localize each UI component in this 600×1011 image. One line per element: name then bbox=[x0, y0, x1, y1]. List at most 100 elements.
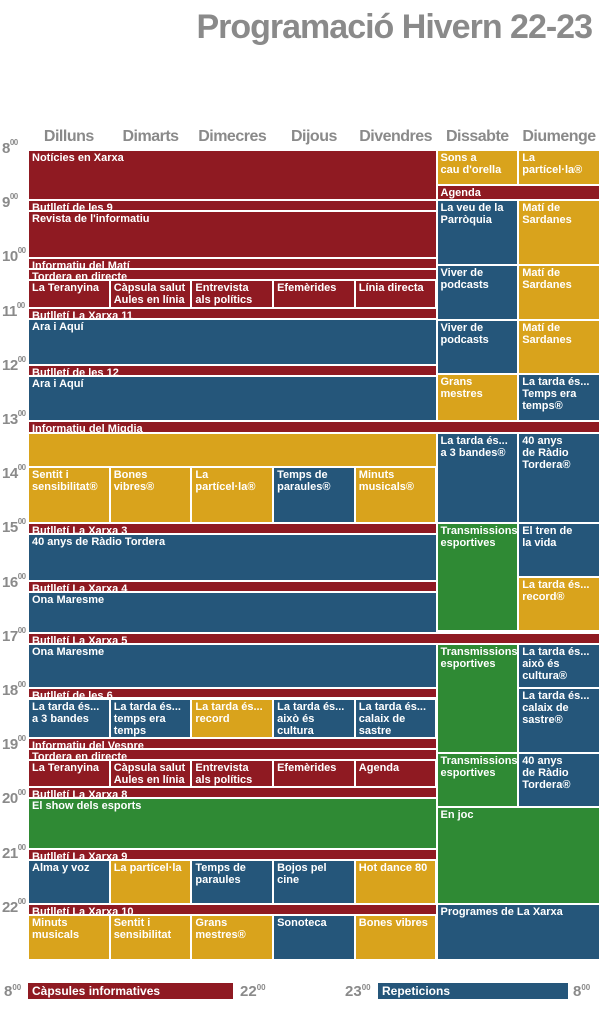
program-block: Transmissions esportives bbox=[436, 522, 519, 632]
program-block: Grans mestres bbox=[436, 373, 519, 421]
day-header-6: Diumenge bbox=[522, 128, 596, 145]
program-block: Grans mestres® bbox=[191, 915, 274, 961]
program-block: Matí de Sardanes bbox=[518, 319, 600, 374]
hour-label-18: 1800 bbox=[2, 680, 26, 699]
day-header-0: Dilluns bbox=[43, 128, 94, 145]
hour-label-19: 1900 bbox=[2, 734, 26, 754]
program-block: Agenda bbox=[436, 185, 600, 200]
program-block: La partícel·la® bbox=[518, 150, 600, 186]
program-block: La partícel·la® bbox=[191, 467, 274, 523]
hour-label-11: 1100 bbox=[2, 300, 25, 320]
program-block: En joc bbox=[436, 806, 600, 905]
program-block: Informatiu del Migdia bbox=[28, 421, 600, 433]
legend-capsules-informatives: Càpsules informatives bbox=[28, 983, 233, 999]
program-block: Butlletí La Xarxa 5 bbox=[28, 633, 600, 645]
day-header-1: Dimarts bbox=[122, 128, 179, 145]
program-block: La tarda és... temps era temps bbox=[109, 698, 192, 739]
program-block: Butlletí La Xarxa 8 bbox=[28, 786, 437, 798]
program-block: Matí de Sardanes bbox=[518, 199, 600, 266]
program-block: Càpsula salut Aules en línia bbox=[109, 759, 192, 787]
day-header-5: Dissabte bbox=[445, 128, 509, 145]
program-block: Sons a cau d'orella bbox=[436, 150, 519, 186]
program-block: Transmissions esportives bbox=[436, 752, 519, 807]
legend-repeticions: Repeticions bbox=[378, 983, 568, 999]
program-block: La Teranyina bbox=[28, 280, 110, 309]
program-block: Informatiu del Matí bbox=[28, 258, 437, 270]
legend-red-end-time: 2200 bbox=[240, 983, 266, 1000]
program-block: Ara i Aquí bbox=[28, 319, 437, 366]
hour-label-16: 1600 bbox=[2, 571, 26, 591]
program-block: Sentit i sensibilitat® bbox=[28, 467, 110, 523]
program-block: La tarda és... això és cultura bbox=[273, 698, 355, 739]
page-title: Programació Hivern 22-23 bbox=[196, 8, 593, 46]
program-block: Butlletí La Xarxa 11 bbox=[28, 308, 437, 320]
legend-red-start-time: 800 bbox=[4, 983, 22, 1000]
program-block: La tarda és... a 3 bandes® bbox=[436, 432, 519, 523]
program-block: 40 anys de Ràdio Tordera® bbox=[518, 752, 600, 807]
program-block: Tordera en directe bbox=[28, 269, 437, 281]
program-block: Càpsula salut Aules en línia bbox=[109, 280, 192, 309]
program-block: Efemèrides bbox=[273, 280, 355, 309]
program-block: Alma y voz bbox=[28, 860, 110, 905]
program-block: Sonoteca bbox=[273, 915, 355, 961]
day-header-3: Dijous bbox=[290, 128, 337, 145]
program-block: Línia directa bbox=[354, 280, 437, 309]
hour-label-10: 1000 bbox=[2, 246, 26, 266]
program-block: La tarda és... això és cultura® bbox=[518, 644, 600, 688]
hour-label-9: 900 bbox=[2, 192, 18, 212]
hour-label-21: 2100 bbox=[2, 842, 26, 862]
program-block: Bojos pel cine bbox=[273, 860, 355, 905]
hour-label-17: 1700 bbox=[2, 625, 26, 645]
program-block: Butlletí de les 9 bbox=[28, 199, 437, 211]
program-block: El tren de la vida bbox=[518, 522, 600, 578]
program-block: La tarda és... calaix de sastre bbox=[354, 698, 437, 739]
hour-label-12: 1200 bbox=[2, 354, 26, 374]
program-block: Transmissions esportives bbox=[436, 644, 519, 753]
program-block: Entrevista als polítics bbox=[191, 280, 274, 309]
program-block: La tarda és... record bbox=[191, 698, 274, 739]
program-block: Butlletí La Xarxa 10 bbox=[28, 904, 437, 916]
program-block: Ona Maresme bbox=[28, 591, 437, 634]
program-block: La veu de la Parròquia bbox=[436, 199, 519, 266]
program-block: La Teranyina bbox=[28, 759, 110, 787]
hour-label-20: 2000 bbox=[2, 788, 26, 808]
program-block: Notícies en Xarxa bbox=[28, 150, 437, 200]
program-block: Butlletí La Xarxa 9 bbox=[28, 849, 437, 860]
program-block: Revista de l'informatiu bbox=[28, 210, 437, 259]
program-block: Butlletí La Xarxa 4 bbox=[28, 580, 437, 592]
program-block: La tarda és... Temps era temps® bbox=[518, 373, 600, 421]
program-block: Viver de podcasts bbox=[436, 265, 519, 320]
program-block: La tarda és... record® bbox=[518, 577, 600, 632]
program-block: La partícel·la bbox=[109, 860, 192, 905]
program-block: Temps de paraules® bbox=[273, 467, 355, 523]
legend-blue-start-time: 2300 bbox=[345, 983, 371, 1000]
hour-label-13: 1300 bbox=[2, 409, 26, 428]
program-block: Tordera en directe bbox=[28, 748, 437, 760]
program-block: Butlletí de les 6 bbox=[28, 687, 437, 699]
program-block: La tarda és... calaix de sastre® bbox=[518, 687, 600, 753]
day-header-2: Dimecres bbox=[198, 128, 267, 145]
program-block: Minuts musicals® bbox=[354, 467, 437, 523]
program-block: Matí de Sardanes bbox=[518, 265, 600, 320]
program-block: Minuts musicals bbox=[28, 915, 110, 961]
program-block: Hot dance 80 bbox=[354, 860, 437, 905]
program-block: La tarda és... a 3 bandes bbox=[28, 698, 110, 739]
program-block: Informatiu del Vespre bbox=[28, 738, 437, 749]
program-block: Sentit i sensibilitat bbox=[109, 915, 192, 961]
program-block: Bones vibres bbox=[354, 915, 437, 961]
hour-label-8: 800 bbox=[2, 138, 18, 157]
program-block: Viver de podcasts bbox=[436, 319, 519, 374]
program-block: Temps de paraules bbox=[191, 860, 274, 905]
program-block: 40 anys de Ràdio Tordera® bbox=[518, 432, 600, 523]
program-block bbox=[28, 432, 437, 468]
program-block: Agenda bbox=[354, 759, 437, 787]
program-block: Entrevista als polítics bbox=[191, 759, 274, 787]
program-block: Efemèrides bbox=[273, 759, 355, 787]
program-block: Ara i Aquí bbox=[28, 376, 437, 421]
program-block: El show dels esports bbox=[28, 797, 437, 850]
legend-blue-end-time: 800 bbox=[573, 983, 591, 1000]
hour-label-22: 2200 bbox=[2, 896, 26, 916]
program-block: 40 anys de Ràdio Tordera bbox=[28, 533, 437, 581]
program-block: Butlletí de les 12 bbox=[28, 365, 437, 376]
hour-label-15: 1500 bbox=[2, 517, 26, 537]
